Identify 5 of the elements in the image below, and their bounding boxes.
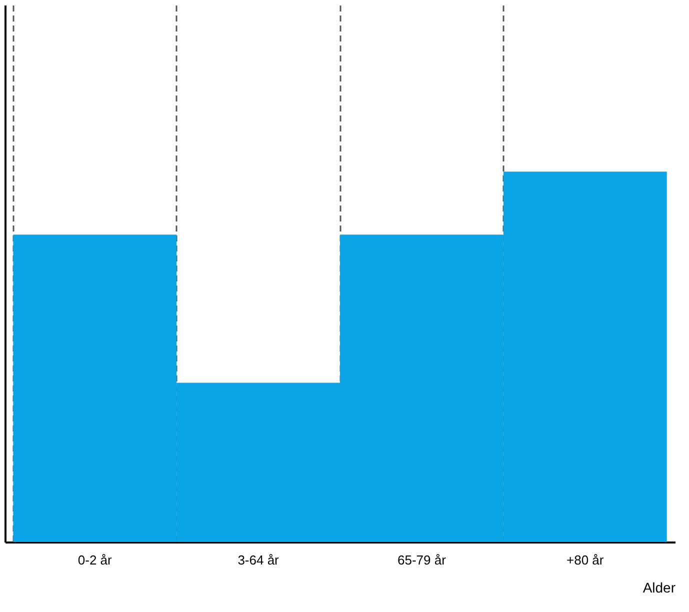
x-tick-label: 3-64 år — [238, 552, 280, 568]
x-tick-label: +80 år — [566, 552, 604, 568]
x-tick-label: 65-79 år — [397, 552, 447, 568]
x-tick-label: 0-2 år — [78, 552, 113, 568]
x-axis-title: Alder — [642, 580, 676, 596]
